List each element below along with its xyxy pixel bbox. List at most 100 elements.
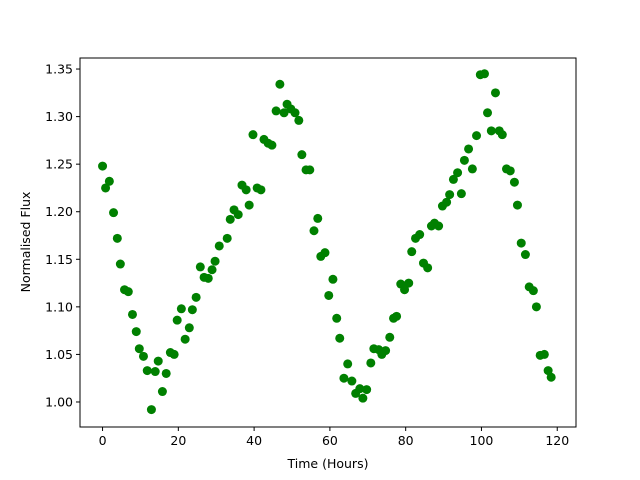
point <box>123 287 133 297</box>
point <box>127 309 137 319</box>
x-tick-label: 0 <box>99 433 107 448</box>
point <box>358 393 368 403</box>
point <box>332 313 342 323</box>
point <box>98 161 108 171</box>
point <box>442 197 452 207</box>
point <box>104 176 114 186</box>
point <box>472 131 482 141</box>
point <box>294 115 304 125</box>
x-tick-label: 120 <box>545 433 569 448</box>
point <box>115 259 125 269</box>
point <box>479 69 489 79</box>
point <box>142 366 152 376</box>
point <box>404 278 414 288</box>
point <box>225 214 235 224</box>
point <box>467 164 477 174</box>
point <box>343 359 353 369</box>
point <box>279 108 289 118</box>
point <box>309 226 319 236</box>
point <box>256 185 266 195</box>
point <box>169 349 179 359</box>
point <box>531 302 541 312</box>
point <box>546 372 556 382</box>
x-tick-label: 40 <box>246 433 262 448</box>
point <box>423 263 433 273</box>
point <box>150 367 160 377</box>
point <box>131 327 141 337</box>
point <box>497 130 507 140</box>
point <box>415 230 425 240</box>
x-axis-label: Time (Hours) <box>287 456 369 471</box>
y-tick-label: 1.10 <box>45 299 73 314</box>
point <box>320 248 330 258</box>
y-tick-label: 1.00 <box>45 394 73 409</box>
point <box>297 150 307 160</box>
point <box>366 358 376 368</box>
point <box>146 405 156 415</box>
y-tick-label: 1.35 <box>45 62 73 77</box>
point <box>385 332 395 342</box>
point <box>392 311 402 321</box>
point <box>101 183 111 193</box>
x-tick-label: 60 <box>322 433 338 448</box>
point <box>153 356 163 366</box>
y-axis-label: Normalised Flux <box>18 192 33 293</box>
point <box>347 376 357 386</box>
point <box>516 238 526 248</box>
y-tick-label: 1.25 <box>45 157 73 172</box>
point <box>528 286 538 296</box>
point <box>483 108 493 118</box>
point <box>459 155 469 165</box>
point <box>464 144 474 154</box>
x-tick-label: 100 <box>470 433 494 448</box>
point <box>448 174 458 184</box>
point <box>172 315 182 325</box>
point <box>434 221 444 231</box>
point <box>134 344 144 354</box>
x-tick-label: 20 <box>170 433 186 448</box>
point <box>486 126 496 136</box>
point <box>335 333 345 343</box>
point <box>271 106 281 116</box>
point <box>509 177 519 187</box>
point <box>222 233 232 243</box>
point <box>210 256 220 266</box>
point <box>339 373 349 383</box>
y-tick-label: 1.30 <box>45 109 73 124</box>
point <box>490 88 500 98</box>
point <box>180 334 190 344</box>
point <box>400 285 410 295</box>
point <box>407 247 417 257</box>
point <box>313 213 323 223</box>
point <box>453 168 463 178</box>
point <box>244 200 254 210</box>
point <box>505 166 515 176</box>
point <box>214 241 224 251</box>
y-tick-label: 1.05 <box>45 347 73 362</box>
y-tick-label: 1.20 <box>45 204 73 219</box>
point <box>207 265 217 275</box>
point <box>157 387 167 397</box>
point <box>539 349 549 359</box>
point <box>176 304 186 314</box>
point <box>112 233 122 243</box>
y-tick-label: 1.15 <box>45 252 73 267</box>
point <box>109 208 119 218</box>
point <box>233 210 243 220</box>
point <box>512 200 522 210</box>
point <box>184 323 194 333</box>
point <box>195 262 205 272</box>
point <box>305 165 315 175</box>
x-tick-label: 80 <box>398 433 414 448</box>
point <box>324 290 334 300</box>
point <box>191 292 201 302</box>
point <box>520 250 530 260</box>
plot-frame <box>79 57 577 428</box>
point <box>138 351 148 361</box>
point <box>161 368 171 378</box>
point <box>290 108 300 118</box>
point <box>241 185 251 195</box>
point <box>381 346 391 356</box>
point <box>203 273 213 283</box>
